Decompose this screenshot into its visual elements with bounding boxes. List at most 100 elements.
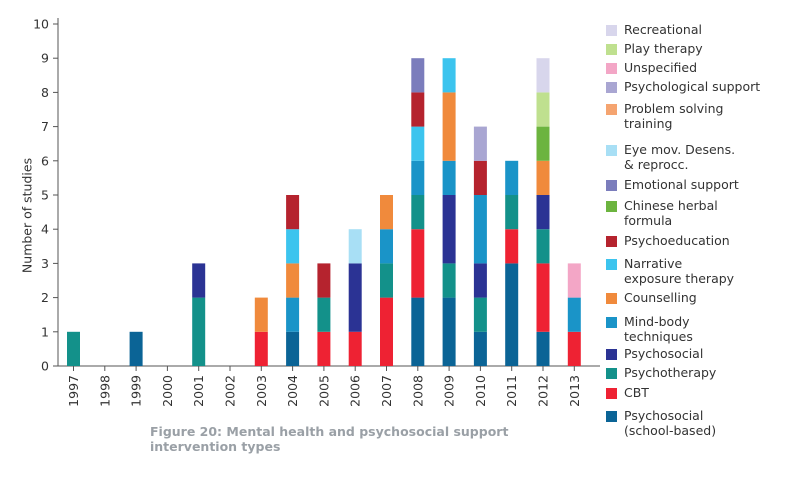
legend-label: Chinese herbal formula xyxy=(624,198,718,228)
bar-segment xyxy=(473,160,487,195)
x-tick-label: 2006 xyxy=(348,375,363,407)
bar-segment xyxy=(380,263,393,298)
bar-segment xyxy=(286,297,300,332)
bar-segment xyxy=(473,195,487,264)
x-tick-label: 2005 xyxy=(316,375,331,407)
legend-swatch xyxy=(606,44,617,55)
bar-segment xyxy=(536,126,550,161)
bar-segment xyxy=(536,229,550,264)
bar-segment xyxy=(348,229,362,264)
bar-segment xyxy=(411,126,425,161)
legend-swatch xyxy=(606,388,617,399)
legend-label: Psychoeducation xyxy=(624,233,730,248)
legend-item: Psychotherapy xyxy=(606,365,774,380)
bar-segment xyxy=(536,92,550,127)
bar-segment xyxy=(286,263,300,298)
legend-item: Emotional support xyxy=(606,177,774,192)
bar-segment xyxy=(473,297,487,332)
y-tick-label: 10 xyxy=(33,17,49,32)
legend-swatch xyxy=(606,63,617,74)
legend-label: Unspecified xyxy=(624,60,698,75)
legend-label: Mind-body techniques xyxy=(624,314,693,344)
x-tick-label: 2010 xyxy=(473,375,488,407)
bar-segment xyxy=(192,297,206,366)
bar-segment xyxy=(411,195,425,230)
legend-label: Recreational xyxy=(624,22,702,37)
x-tick-label: 2002 xyxy=(223,375,238,407)
legend-item: Recreational xyxy=(606,22,774,37)
legend-label: Play therapy xyxy=(624,41,703,56)
bar-segment xyxy=(411,160,425,195)
legend-item: Eye mov. Desens. & reprocc. xyxy=(606,142,774,172)
bar-segment xyxy=(254,297,268,332)
bar-segment xyxy=(442,92,456,161)
bar-segment xyxy=(567,331,581,366)
bar-segment xyxy=(442,195,456,264)
legend-item: Mind-body techniques xyxy=(606,314,774,344)
legend-label: Psychological support xyxy=(624,79,761,94)
x-tick-label: 2003 xyxy=(254,375,269,407)
bar-segment xyxy=(411,297,425,366)
y-tick-label: 7 xyxy=(41,119,49,134)
bar-segment xyxy=(442,160,456,195)
bar-segment xyxy=(317,263,331,298)
bar-segment xyxy=(536,58,550,93)
legend-swatch xyxy=(606,259,617,270)
bar-segment xyxy=(317,297,331,332)
bar-segment xyxy=(536,263,550,332)
legend-item: Chinese herbal formula xyxy=(606,198,774,228)
legend-label: Psychotherapy xyxy=(624,365,717,380)
x-tick-label: 2000 xyxy=(160,375,175,407)
bar-segment xyxy=(67,331,80,366)
bar-segment xyxy=(380,229,393,264)
bar-segment xyxy=(536,160,550,195)
bar-segment xyxy=(254,331,268,366)
legend-swatch xyxy=(606,368,617,379)
legend-item: Counselling xyxy=(606,290,774,305)
bar-segment xyxy=(380,297,393,366)
legend-label: Eye mov. Desens. & reprocc. xyxy=(624,142,736,172)
x-tick-label: 2008 xyxy=(410,375,425,407)
x-tick-label: 2001 xyxy=(191,375,206,407)
bar-segment xyxy=(567,297,581,332)
y-axis-label: Number of studies xyxy=(19,157,35,274)
y-tick-label: 1 xyxy=(41,324,49,339)
bar-segment xyxy=(317,331,331,366)
legend-swatch xyxy=(606,317,617,328)
legend-label: Problem solving training xyxy=(624,101,724,131)
y-tick-label: 5 xyxy=(41,188,49,203)
legend-item: Psychological support xyxy=(606,79,774,94)
legend-item: Psychosocial (school-based) xyxy=(606,408,774,438)
legend-item: Problem solving training xyxy=(606,101,774,131)
legend-swatch xyxy=(606,293,617,304)
legend-item: Psychoeducation xyxy=(606,233,774,248)
y-tick-label: 2 xyxy=(41,290,49,305)
legend-label: Narrative exposure therapy xyxy=(624,256,735,286)
y-tick-label: 0 xyxy=(41,359,49,374)
legend-label: Psychosocial (school-based) xyxy=(624,408,717,438)
legend-label: Counselling xyxy=(624,290,697,305)
bar-segment xyxy=(473,263,487,298)
figure-caption: Figure 20: Mental health and psychosocia… xyxy=(150,424,509,454)
legend-swatch xyxy=(606,104,617,115)
bar-segment xyxy=(380,195,393,230)
legend-label: Psychosocial xyxy=(624,346,704,361)
x-tick-label: 2013 xyxy=(567,375,582,407)
y-tick-label: 3 xyxy=(41,256,49,271)
x-tick-label: 2007 xyxy=(379,375,394,407)
legend-item: Narrative exposure therapy xyxy=(606,256,774,286)
legend-label: CBT xyxy=(624,385,649,400)
x-tick-label: 1997 xyxy=(66,375,81,407)
legend-swatch xyxy=(606,145,617,156)
legend-item: Unspecified xyxy=(606,60,774,75)
bar-segment xyxy=(536,331,550,366)
bar-segment xyxy=(442,297,456,366)
bar-segment xyxy=(505,263,519,366)
y-tick-label: 9 xyxy=(41,51,49,66)
legend-swatch xyxy=(606,25,617,36)
bar-segment xyxy=(348,331,362,366)
bar-segment xyxy=(348,263,362,332)
legend-swatch xyxy=(606,180,617,191)
bar-segment xyxy=(286,331,300,366)
